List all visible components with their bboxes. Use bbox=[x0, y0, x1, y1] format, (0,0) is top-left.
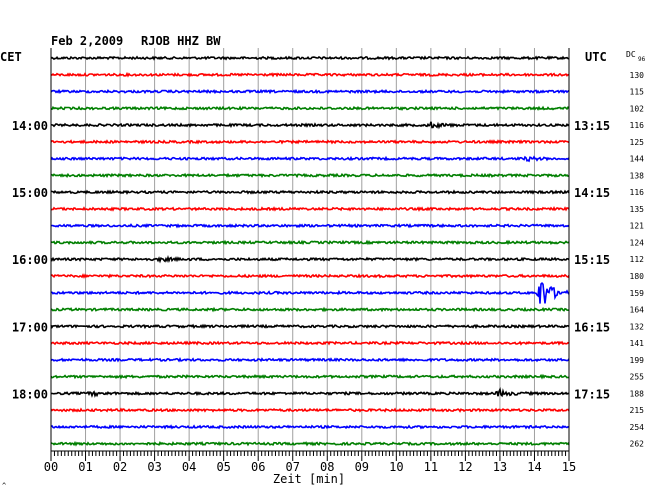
dc-value: 144 bbox=[630, 155, 645, 164]
dc-value: 132 bbox=[630, 322, 645, 331]
trace-line bbox=[51, 281, 570, 304]
trace-line bbox=[50, 88, 570, 95]
plot-border bbox=[50, 48, 570, 461]
trace-line bbox=[50, 172, 570, 179]
trace-line bbox=[50, 55, 570, 61]
trace-line bbox=[50, 306, 570, 313]
trace-line bbox=[50, 440, 570, 447]
cet-hour-label: 15:00 bbox=[12, 186, 48, 200]
trace-line bbox=[50, 254, 570, 264]
dc-value: 180 bbox=[630, 272, 645, 281]
x-tick-label: 07 bbox=[286, 460, 300, 474]
dc-value: 125 bbox=[630, 138, 645, 147]
trace-line bbox=[50, 71, 570, 78]
dc-header-subscript: 96 bbox=[638, 56, 646, 63]
x-tick-label: 13 bbox=[493, 460, 507, 474]
dc-value: 115 bbox=[630, 88, 645, 97]
trace-line bbox=[50, 340, 570, 346]
dc-value: 102 bbox=[630, 104, 645, 113]
dc-value: 116 bbox=[630, 121, 645, 130]
dc-header-label: DC bbox=[626, 50, 636, 59]
x-tick-label: 00 bbox=[44, 460, 58, 474]
trace-line bbox=[50, 105, 570, 111]
x-tick-label: 15 bbox=[562, 460, 576, 474]
utc-hour-label: 14:15 bbox=[574, 186, 610, 200]
x-tick-label: 08 bbox=[320, 460, 334, 474]
x-tick-label: 11 bbox=[424, 460, 438, 474]
dc-value: 188 bbox=[630, 389, 645, 398]
trace-line bbox=[50, 273, 570, 279]
utc-hour-labels: 13:15 14:15 15:15 16:15 17:15 bbox=[574, 119, 610, 401]
dc-value: 164 bbox=[630, 306, 645, 315]
x-tick-label: 10 bbox=[389, 460, 403, 474]
time-grid bbox=[85, 48, 535, 451]
trace-line bbox=[50, 424, 570, 430]
trace-line bbox=[50, 139, 570, 145]
trace-line bbox=[50, 386, 570, 398]
trace-line bbox=[50, 223, 570, 229]
dc-value: 159 bbox=[630, 289, 645, 298]
dc-value: 255 bbox=[630, 373, 645, 382]
dc-value: 138 bbox=[630, 171, 645, 180]
dc-value: 254 bbox=[630, 423, 645, 432]
dc-value: 130 bbox=[630, 71, 645, 80]
x-tick-label: 09 bbox=[355, 460, 369, 474]
dc-value: 121 bbox=[630, 222, 645, 231]
trace-line bbox=[50, 155, 570, 163]
cet-hour-label: 17:00 bbox=[12, 320, 48, 334]
x-tick-label: 02 bbox=[113, 460, 127, 474]
trace-line bbox=[50, 121, 570, 130]
dc-value: 141 bbox=[630, 339, 645, 348]
x-tick-label: 06 bbox=[251, 460, 265, 474]
trace-line bbox=[50, 356, 570, 363]
x-tick-label: 01 bbox=[78, 460, 92, 474]
x-axis-ticks: 00 01 02 03 04 05 06 07 08 09 10 11 12 13 14 15 bbox=[44, 460, 576, 474]
cet-hour-label: 14:00 bbox=[12, 119, 48, 133]
trace-line bbox=[50, 189, 570, 195]
cet-hour-label: 18:00 bbox=[12, 387, 48, 401]
trace-lines bbox=[50, 55, 570, 447]
x-tick-label: 03 bbox=[147, 460, 161, 474]
dc-value: 135 bbox=[630, 205, 645, 214]
x-tick-label: 14 bbox=[527, 460, 541, 474]
dc-value: 124 bbox=[630, 238, 645, 247]
dc-value: 262 bbox=[630, 440, 645, 449]
utc-hour-label: 17:15 bbox=[574, 387, 610, 401]
x-tick-label: 12 bbox=[458, 460, 472, 474]
x-tick-label: 05 bbox=[216, 460, 230, 474]
trace-line bbox=[50, 373, 570, 380]
trace-line bbox=[50, 205, 570, 212]
trace-line bbox=[50, 323, 570, 330]
trace-line bbox=[50, 407, 570, 413]
x-axis-label: Zeit [min] bbox=[273, 472, 345, 486]
utc-hour-label: 16:15 bbox=[574, 320, 610, 334]
dc-offset-values: 130 115 102 116 125 144 138 116 135 121 124 112 180 1… bbox=[630, 71, 645, 449]
trace-line bbox=[50, 239, 570, 246]
x-tick-label: 04 bbox=[182, 460, 196, 474]
utc-hour-label: 13:15 bbox=[574, 119, 610, 133]
right-timezone-label: UTC bbox=[585, 50, 607, 64]
cet-hour-label: 16:00 bbox=[12, 253, 48, 267]
left-timezone-label: CET bbox=[0, 50, 22, 64]
dc-value: 112 bbox=[630, 255, 645, 264]
dc-value: 215 bbox=[630, 406, 645, 415]
utc-hour-label: 15:15 bbox=[574, 253, 610, 267]
dc-value: 199 bbox=[630, 356, 645, 365]
corner-mark: ^ bbox=[2, 482, 6, 490]
cet-hour-labels: 14:00 15:00 16:00 17:00 18:00 bbox=[12, 119, 48, 401]
dc-value: 116 bbox=[630, 188, 645, 197]
header-date: Feb 2,2009 bbox=[51, 34, 123, 48]
header-station: RJOB HHZ BW bbox=[141, 34, 221, 48]
